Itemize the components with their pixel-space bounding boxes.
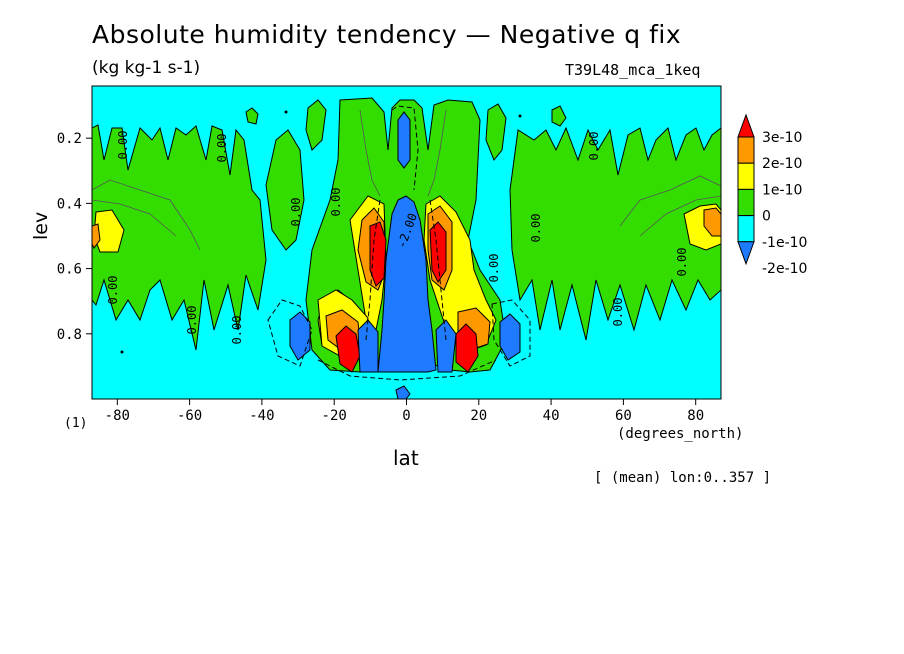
chart-title: Absolute humidity tendency — Negative q … — [92, 20, 682, 49]
y-tick-label: 0.2 — [57, 131, 82, 147]
minor-contours — [92, 109, 721, 251]
plot-area: 0.00 0.000.00 0.000.00-2.000.00 0.000.000.0… — [92, 86, 721, 399]
contour-label: 0.00 — [185, 306, 199, 335]
run-label: T39L48_mca_1keq — [565, 61, 701, 79]
figure-label: (1) — [64, 416, 88, 431]
contour-label: 0.00 — [289, 198, 303, 227]
colorbar-top-arrow — [737, 113, 755, 138]
x-tick-label: 20 — [470, 408, 487, 424]
x-axis: -80 -60 -40 -20 0 20 40 60 80 — [105, 399, 704, 424]
colorbar-segment — [737, 162, 755, 190]
contour-label: 0.00 — [106, 276, 120, 305]
x-axis-units: (degrees_north) — [617, 426, 744, 442]
positive-band-south — [92, 99, 327, 351]
y-tick-label: 0.8 — [57, 327, 82, 343]
contour-label: 0.00 — [329, 188, 343, 217]
colorbar-label: 2e-10 — [762, 156, 802, 172]
colorbar-segment — [737, 136, 755, 164]
colorbar-label: -1e-10 — [762, 235, 807, 251]
x-tick-label: -60 — [177, 408, 202, 424]
positive-peak-south — [92, 195, 387, 373]
colorbar-bottom-arrow — [737, 241, 755, 266]
x-axis-label: lat — [393, 446, 419, 470]
negative-region — [289, 111, 521, 399]
contour-label: 0.00 — [116, 131, 130, 160]
chart-units: (kg kg-1 s-1) — [92, 58, 201, 78]
contour-label: 0.00 — [611, 298, 625, 327]
contour-label: 0.00 — [675, 248, 689, 277]
mean-note: [ (mean) lon:0..357 ] — [594, 470, 772, 486]
colorbar-label: 1e-10 — [762, 182, 802, 198]
colorbar-label: 3e-10 — [762, 130, 802, 146]
small-features — [120, 110, 522, 354]
contour-labels: 0.00 0.000.00 0.000.00-2.000.00 0.000.000.0… — [106, 131, 689, 345]
x-tick-label: 0 — [402, 408, 410, 424]
colorbar-segment — [737, 188, 755, 217]
colorbar-label: 0 — [762, 209, 771, 225]
contour-label: 0.00 — [487, 254, 501, 283]
x-tick-label: -80 — [105, 408, 130, 424]
contour-label: 0.00 — [529, 214, 543, 243]
x-tick-label: -40 — [249, 408, 274, 424]
contour-label: 0.00 — [215, 134, 229, 163]
y-axis-label: lev — [30, 211, 52, 240]
x-tick-label: 60 — [615, 408, 632, 424]
colorbar-label: -2e-10 — [762, 261, 807, 277]
positive-peak-north — [423, 195, 721, 373]
y-tick-label: 0.6 — [57, 262, 82, 278]
contour-label: 0.00 — [587, 132, 601, 161]
x-tick-label: 40 — [543, 408, 560, 424]
x-tick-label: -20 — [322, 408, 347, 424]
colorbar: 3e-10 2e-10 1e-10 0 -1e-10 -2e-10 — [737, 113, 807, 277]
colorbar-segment — [737, 215, 755, 243]
contour-label: 0.00 — [230, 316, 244, 345]
y-axis: 0.2 0.4 0.6 0.8 — [57, 131, 92, 343]
negative-contours — [267, 105, 531, 381]
y-tick-label: 0.4 — [57, 196, 82, 212]
x-tick-label: 80 — [687, 408, 704, 424]
positive-band-north — [485, 103, 721, 341]
